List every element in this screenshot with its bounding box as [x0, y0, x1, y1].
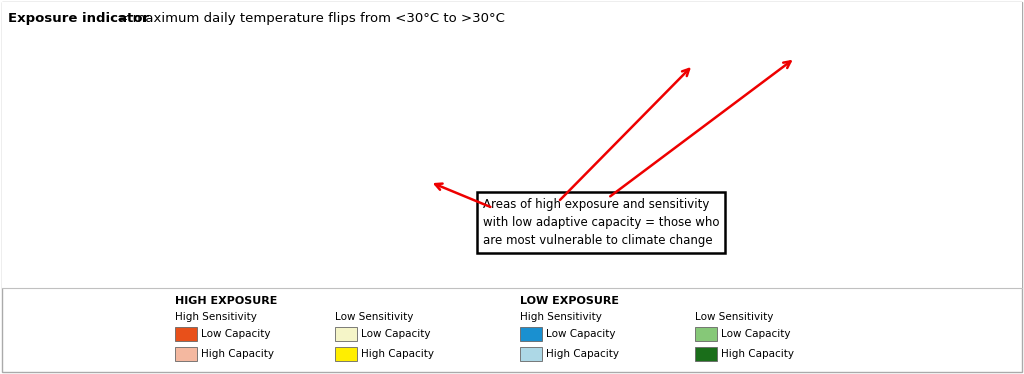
Text: LOW EXPOSURE: LOW EXPOSURE	[520, 296, 618, 306]
Bar	[2, 2, 1022, 288]
Text: Low Sensitivity: Low Sensitivity	[335, 312, 414, 322]
Text: High Sensitivity: High Sensitivity	[520, 312, 602, 322]
Text: Low Capacity: Low Capacity	[361, 329, 430, 339]
Text: High Capacity: High Capacity	[546, 349, 618, 359]
Text: Low Capacity: Low Capacity	[546, 329, 615, 339]
Text: = maximum daily temperature flips from <30°C to >30°C: = maximum daily temperature flips from <…	[113, 12, 505, 25]
Text: Low Sensitivity: Low Sensitivity	[695, 312, 773, 322]
Text: High Capacity: High Capacity	[361, 349, 434, 359]
Text: HIGH EXPOSURE: HIGH EXPOSURE	[175, 296, 278, 306]
Bar	[175, 327, 197, 341]
Bar	[520, 327, 542, 341]
Bar	[335, 347, 357, 361]
Text: Low Capacity: Low Capacity	[721, 329, 791, 339]
Text: High Sensitivity: High Sensitivity	[175, 312, 257, 322]
Bar	[520, 347, 542, 361]
Bar	[695, 327, 717, 341]
Text: Areas of high exposure and sensitivity
with low adaptive capacity = those who
ar: Areas of high exposure and sensitivity w…	[483, 198, 720, 247]
Text: Exposure indicator: Exposure indicator	[8, 12, 150, 25]
Bar	[175, 347, 197, 361]
Text: High Capacity: High Capacity	[721, 349, 794, 359]
Bar	[695, 347, 717, 361]
Text: Low Capacity: Low Capacity	[201, 329, 270, 339]
Bar	[335, 327, 357, 341]
Text: High Capacity: High Capacity	[201, 349, 274, 359]
